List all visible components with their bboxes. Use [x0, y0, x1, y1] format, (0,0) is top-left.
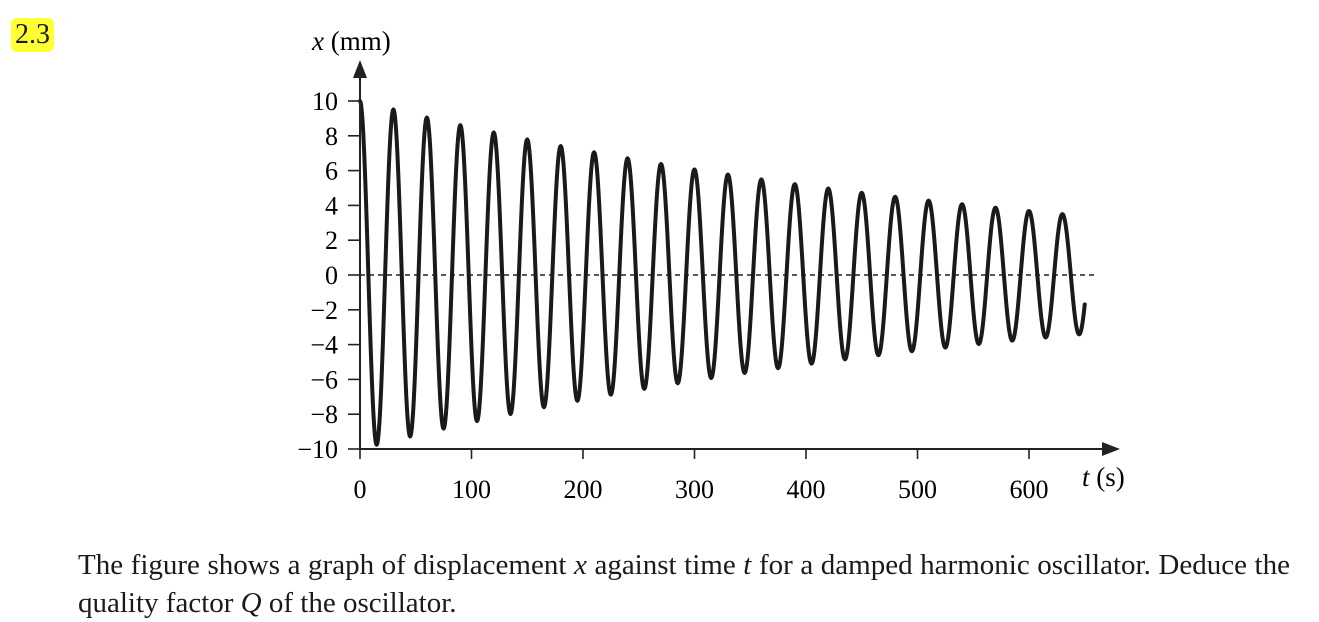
y-tick-label: 4 — [325, 191, 338, 220]
question-text-2: against time — [586, 549, 744, 581]
question-text-1: The figure shows a graph of displacement — [78, 549, 574, 581]
y-axis-label: x (mm) — [311, 26, 391, 56]
x-tick-label: 600 — [1010, 475, 1049, 504]
x-tick-label: 500 — [898, 475, 937, 504]
y-tick-label: −8 — [310, 400, 338, 429]
x-tick-label: 0 — [354, 475, 367, 504]
y-tick-label: 8 — [325, 122, 338, 151]
axes-layer — [353, 60, 1120, 456]
y-tick-label: 6 — [325, 157, 338, 186]
y-tick-label: −10 — [297, 435, 338, 464]
y-tick-label: −6 — [310, 365, 338, 394]
displacement-time-chart: 10 8 6 4 2 0 −2 −4 −6 −8 −10 0 100 200 300 400 500 600 x … — [297, 26, 1125, 504]
variable-t: t — [743, 549, 752, 581]
y-axis-unit: (mm) — [324, 26, 391, 56]
x-tick-label: 200 — [564, 475, 603, 504]
x-axis-label: t (s) — [1082, 462, 1125, 492]
problem-number-badge: 2.3 — [11, 18, 54, 52]
y-tick-label: 2 — [325, 226, 338, 255]
variable-q: Q — [240, 587, 262, 619]
x-axis-unit: (s) — [1090, 462, 1125, 492]
x-tick-label: 400 — [787, 475, 826, 504]
x-axis-arrow — [1102, 442, 1120, 456]
x-tick-label: 300 — [675, 475, 714, 504]
y-axis-arrow — [353, 60, 367, 78]
y-tick-label: 10 — [312, 87, 338, 116]
displacement-curve — [358, 99, 1087, 447]
ticks-layer: 10 8 6 4 2 0 −2 −4 −6 −8 −10 0 100 200 300 400 500 600 — [297, 87, 1048, 504]
question-text-4: of the oscillator. — [261, 587, 457, 619]
y-axis-variable: x — [311, 26, 324, 56]
y-tick-label: −4 — [310, 331, 338, 360]
y-tick-label: −2 — [310, 296, 338, 325]
problem-statement: The figure shows a graph of displacement… — [78, 546, 1290, 622]
x-tick-label: 100 — [452, 475, 491, 504]
variable-x: x — [573, 549, 587, 581]
x-axis-variable: t — [1082, 462, 1091, 492]
y-tick-label: 0 — [325, 261, 338, 290]
curve-layer — [358, 99, 1087, 447]
question-text-3: for a damped harmonic oscillator. Deduce… — [78, 549, 1290, 619]
